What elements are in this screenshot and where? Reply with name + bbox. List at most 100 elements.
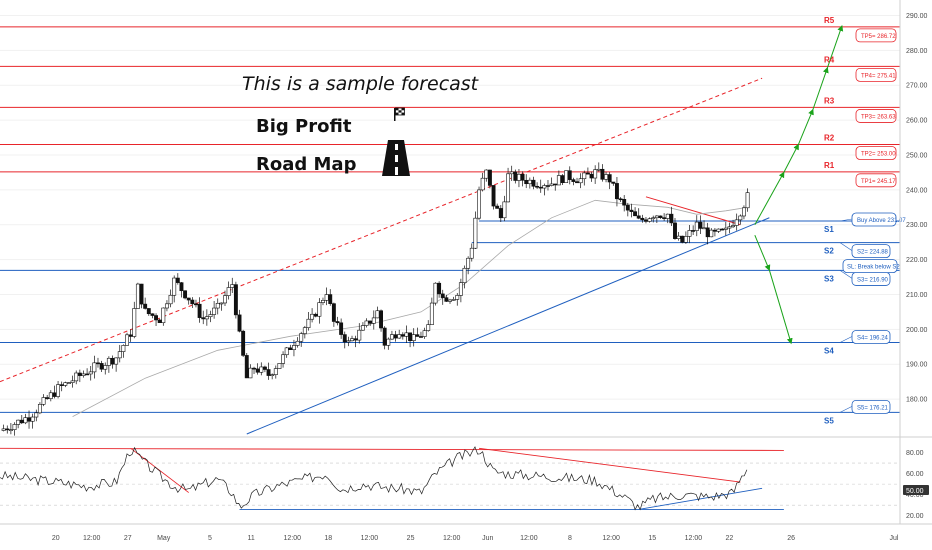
candlestick — [629, 203, 634, 218]
candle-body — [589, 173, 594, 179]
candlestick — [215, 298, 220, 315]
candle-body — [731, 225, 736, 228]
candle-body — [578, 178, 583, 184]
candlestick — [419, 331, 423, 338]
time-tick-label: 18 — [324, 535, 332, 542]
oscillator-current-value: 50.00 — [906, 488, 924, 495]
candlestick — [538, 179, 543, 193]
candle-body — [567, 170, 572, 180]
candle-body — [698, 221, 703, 229]
price-tick-label: 190.00 — [906, 362, 928, 369]
candlestick — [654, 215, 659, 224]
candle-body — [702, 227, 706, 230]
candlestick — [636, 208, 641, 220]
candle-body — [712, 229, 717, 232]
candle-body — [183, 290, 188, 299]
time-tick-label: 12:00 — [602, 535, 620, 542]
support-label: S2 — [824, 247, 834, 256]
candlestick — [477, 186, 481, 220]
candle-body — [284, 347, 289, 356]
candle-body — [255, 368, 260, 373]
candlestick — [687, 224, 692, 244]
candlestick — [266, 362, 271, 380]
candle-body — [582, 172, 587, 180]
time-tick-label: Jul — [890, 535, 899, 542]
candlestick — [451, 296, 456, 301]
candle-body — [676, 235, 681, 239]
time-axis: 20 12:00 27 May 5 11 12:00 18 12:00 25 12:00 Jun 12:… — [52, 535, 899, 542]
candle-body — [281, 354, 286, 364]
candle-body — [709, 229, 714, 238]
candlestick — [74, 370, 79, 385]
support-box-text: S5= 176.21 — [857, 405, 889, 411]
candle-body — [8, 429, 13, 431]
support-box-text: Buy Above 231.07 — [857, 218, 906, 224]
candlestick — [284, 347, 289, 358]
time-tick-label: May — [157, 535, 171, 542]
candlestick — [698, 215, 703, 234]
candlestick — [106, 356, 111, 373]
time-tick-label: 11 — [248, 535, 255, 542]
candlestick — [466, 256, 471, 275]
candle-body — [5, 428, 10, 431]
candlestick — [531, 176, 536, 190]
candle-body — [694, 221, 699, 231]
candlestick — [223, 290, 227, 306]
price-tick-label: 240.00 — [906, 187, 928, 194]
candle-body — [172, 277, 177, 296]
candle-body — [738, 215, 743, 221]
candlestick — [426, 320, 431, 332]
candle-body — [106, 357, 111, 366]
candle-body — [727, 226, 732, 229]
candle-body — [125, 334, 129, 346]
candlestick — [230, 277, 235, 294]
price-tick-label: 230.00 — [906, 222, 928, 229]
candle-body — [477, 189, 481, 219]
candle-body — [444, 297, 449, 302]
forecast-down-arrow — [768, 269, 793, 345]
candle-body — [67, 382, 71, 384]
candlestick — [146, 308, 151, 316]
candlestick — [23, 413, 28, 425]
candle-body — [114, 357, 119, 365]
oscillator-rising-line — [638, 487, 763, 510]
candle-body — [52, 392, 57, 397]
candle-body — [647, 218, 652, 222]
oscillator-pane: 80.00 60.00 40.00 20.00 — [0, 446, 924, 520]
forecast-up-arrow — [812, 66, 829, 110]
time-tick-label: 12:00 — [685, 535, 703, 542]
candlestick — [560, 174, 565, 185]
dashed-channel-line — [0, 77, 763, 383]
candlestick — [611, 181, 616, 186]
candle-body — [506, 173, 511, 203]
candlestick — [360, 322, 365, 331]
candle-body — [135, 283, 140, 309]
candlestick — [404, 325, 409, 343]
candle-body — [546, 185, 550, 187]
candle-body — [88, 371, 93, 375]
candlestick — [578, 173, 583, 189]
candlestick — [281, 351, 286, 368]
support-box-text: S3= 216.90 — [857, 277, 889, 283]
candlestick — [335, 316, 340, 326]
candle-body — [259, 366, 264, 373]
candle-body — [513, 171, 518, 181]
candle-body — [556, 175, 561, 186]
candle-body — [154, 315, 158, 321]
take-profit-box — [855, 28, 897, 43]
candlestick — [437, 281, 442, 298]
candlestick — [727, 222, 732, 234]
support-box-pointer — [839, 218, 853, 222]
candlestick — [491, 185, 496, 210]
candle-body — [81, 373, 86, 376]
candlestick — [172, 275, 177, 303]
candle-body — [353, 338, 358, 341]
candlestick — [513, 169, 518, 184]
candle-body — [201, 317, 206, 320]
candlestick — [342, 331, 347, 349]
take-profit-box — [855, 67, 897, 82]
stop-loss-text: SL: Break below S2 — [847, 265, 900, 271]
resistance-label: R1 — [824, 161, 835, 170]
candle-body — [197, 303, 202, 318]
candlestick — [389, 330, 394, 340]
